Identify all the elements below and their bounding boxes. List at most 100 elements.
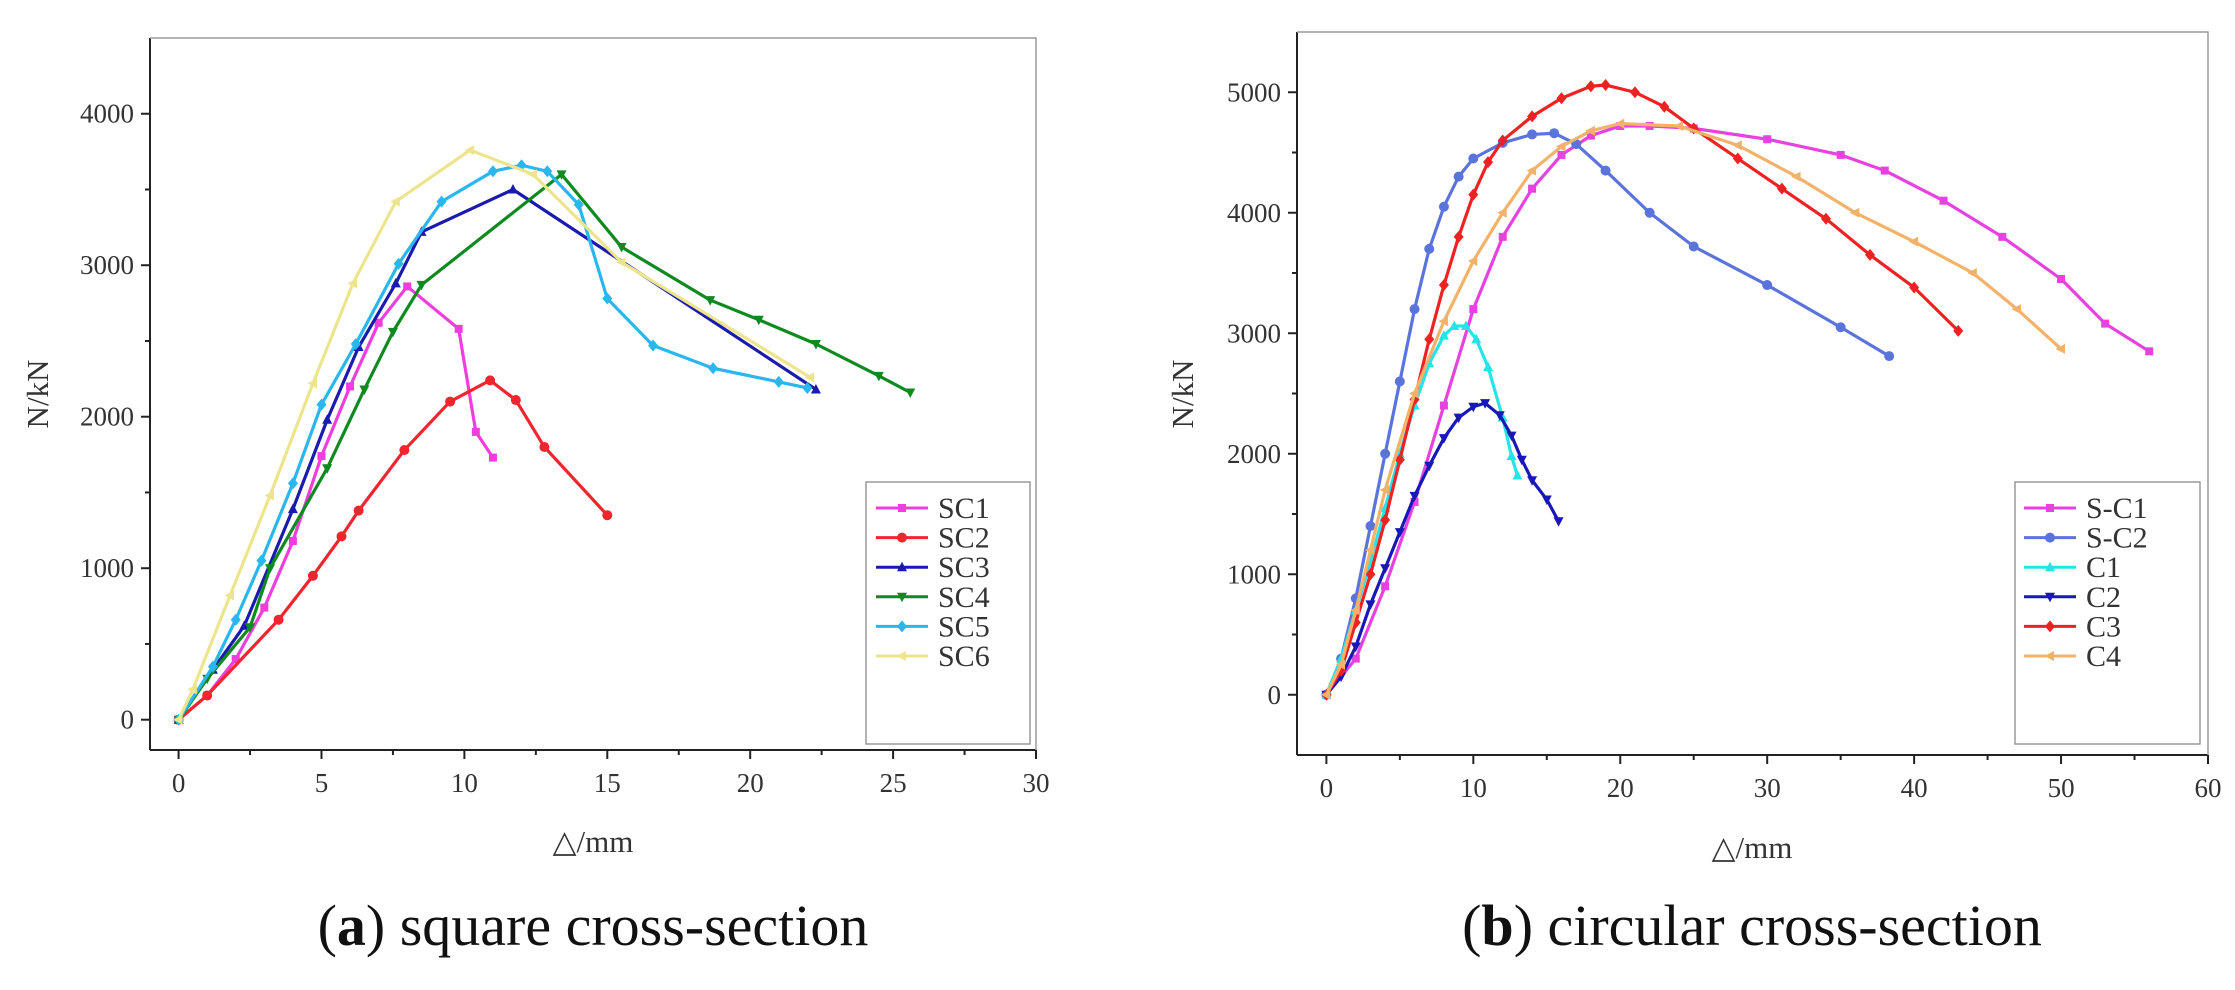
data-point bbox=[403, 282, 412, 291]
data-point bbox=[810, 340, 821, 350]
data-point bbox=[1410, 497, 1419, 506]
series-sc2 bbox=[173, 375, 613, 725]
series-line bbox=[1325, 83, 1960, 696]
x-tick-label: 60 bbox=[2195, 773, 2222, 803]
x-tick-label: 25 bbox=[880, 768, 907, 798]
legend-item-c2: C2 bbox=[2024, 581, 2121, 614]
legend-label: C2 bbox=[2086, 581, 2121, 614]
legend-item-sc2: SC2 bbox=[876, 522, 990, 555]
data-point bbox=[1527, 110, 1538, 123]
data-point bbox=[810, 383, 821, 394]
x-tick-label: 20 bbox=[737, 768, 764, 798]
data-point bbox=[445, 396, 456, 407]
data-point bbox=[485, 375, 496, 386]
data-point bbox=[1939, 196, 1948, 205]
data-point bbox=[1585, 80, 1596, 93]
series-group bbox=[173, 145, 916, 726]
legend-swatch-marker bbox=[2045, 592, 2055, 603]
legend-label: S-C1 bbox=[2086, 492, 2148, 525]
data-point bbox=[287, 503, 298, 514]
data-point bbox=[1556, 92, 1567, 105]
data-point bbox=[2101, 319, 2110, 328]
y-axis-label: N/kN bbox=[1165, 360, 1200, 429]
data-point bbox=[602, 510, 613, 521]
data-point bbox=[316, 398, 327, 411]
data-point bbox=[1424, 461, 1435, 472]
data-point bbox=[1394, 528, 1405, 538]
caption-open: ( bbox=[1462, 893, 1481, 958]
data-point bbox=[1791, 171, 1801, 182]
x-axis-label: △/mm bbox=[1712, 830, 1793, 865]
data-point bbox=[1600, 165, 1611, 176]
data-point bbox=[1586, 131, 1595, 140]
data-point bbox=[1335, 659, 1346, 670]
x-tick-label: 0 bbox=[1320, 773, 1334, 803]
data-point bbox=[802, 381, 813, 394]
data-point bbox=[1541, 495, 1552, 506]
x-tick-label: 30 bbox=[1754, 773, 1781, 803]
caption-letter: b bbox=[1481, 893, 1513, 958]
data-point bbox=[1614, 118, 1625, 129]
series-line bbox=[1325, 401, 1560, 696]
caption-text: ) circular cross-section bbox=[1514, 893, 2042, 958]
legend-item-c3: C3 bbox=[2024, 610, 2121, 643]
data-point bbox=[1480, 399, 1491, 409]
series-line bbox=[1324, 324, 1519, 696]
data-point bbox=[1453, 230, 1464, 243]
series-line bbox=[177, 163, 808, 721]
x-tick-label: 5 bbox=[315, 768, 329, 798]
caption-text: ) square cross-section bbox=[366, 893, 869, 958]
data-point bbox=[1880, 166, 1889, 175]
data-point bbox=[202, 690, 213, 701]
series-group bbox=[1320, 79, 2154, 701]
series-sc3 bbox=[173, 183, 821, 724]
data-point bbox=[1468, 153, 1479, 164]
data-point bbox=[1497, 207, 1507, 218]
data-point bbox=[1424, 243, 1435, 254]
data-point bbox=[260, 603, 269, 612]
data-point bbox=[1820, 212, 1831, 225]
legend-item-s-c2: S-C2 bbox=[2024, 522, 2148, 555]
data-point bbox=[1364, 545, 1375, 556]
data-point bbox=[1379, 484, 1390, 495]
series-sc6 bbox=[173, 145, 815, 725]
plot-frame bbox=[1297, 31, 2209, 755]
axis-ticks: 0 5 10 15 20 25 30 0 1000 2000 3000 4000 bbox=[80, 99, 1050, 798]
legend-item-c4: C4 bbox=[2024, 640, 2121, 673]
data-point bbox=[1644, 207, 1655, 218]
data-point bbox=[556, 170, 567, 180]
series-line bbox=[177, 148, 812, 721]
data-point bbox=[616, 257, 626, 268]
data-point bbox=[307, 378, 317, 389]
data-point bbox=[471, 427, 480, 436]
data-point bbox=[1438, 316, 1448, 327]
data-point bbox=[1380, 564, 1391, 574]
data-point bbox=[1967, 268, 1977, 278]
legend-label: SC1 bbox=[938, 492, 990, 525]
data-point bbox=[1381, 582, 1390, 591]
data-point bbox=[1763, 135, 1772, 144]
data-point bbox=[1497, 134, 1508, 147]
data-point bbox=[264, 490, 275, 501]
data-point bbox=[1527, 476, 1538, 486]
data-point bbox=[387, 327, 398, 338]
data-point bbox=[573, 198, 584, 211]
x-tick-label: 0 bbox=[172, 768, 186, 798]
legend-label: SC3 bbox=[938, 551, 990, 584]
x-axis-label: △/mm bbox=[553, 824, 634, 859]
x-tick-label: 15 bbox=[594, 768, 621, 798]
x-tick-label: 10 bbox=[451, 768, 478, 798]
legend-label: C1 bbox=[2086, 551, 2121, 584]
series-line bbox=[177, 284, 495, 721]
data-point bbox=[224, 590, 235, 601]
data-point bbox=[416, 280, 427, 291]
legend-label: C4 bbox=[2086, 640, 2121, 673]
data-point bbox=[1673, 120, 1684, 131]
data-point bbox=[753, 315, 764, 326]
data-point bbox=[1483, 156, 1494, 169]
data-point bbox=[1836, 150, 1845, 159]
data-point bbox=[1483, 361, 1494, 371]
x-tick-label: 30 bbox=[1023, 768, 1050, 798]
